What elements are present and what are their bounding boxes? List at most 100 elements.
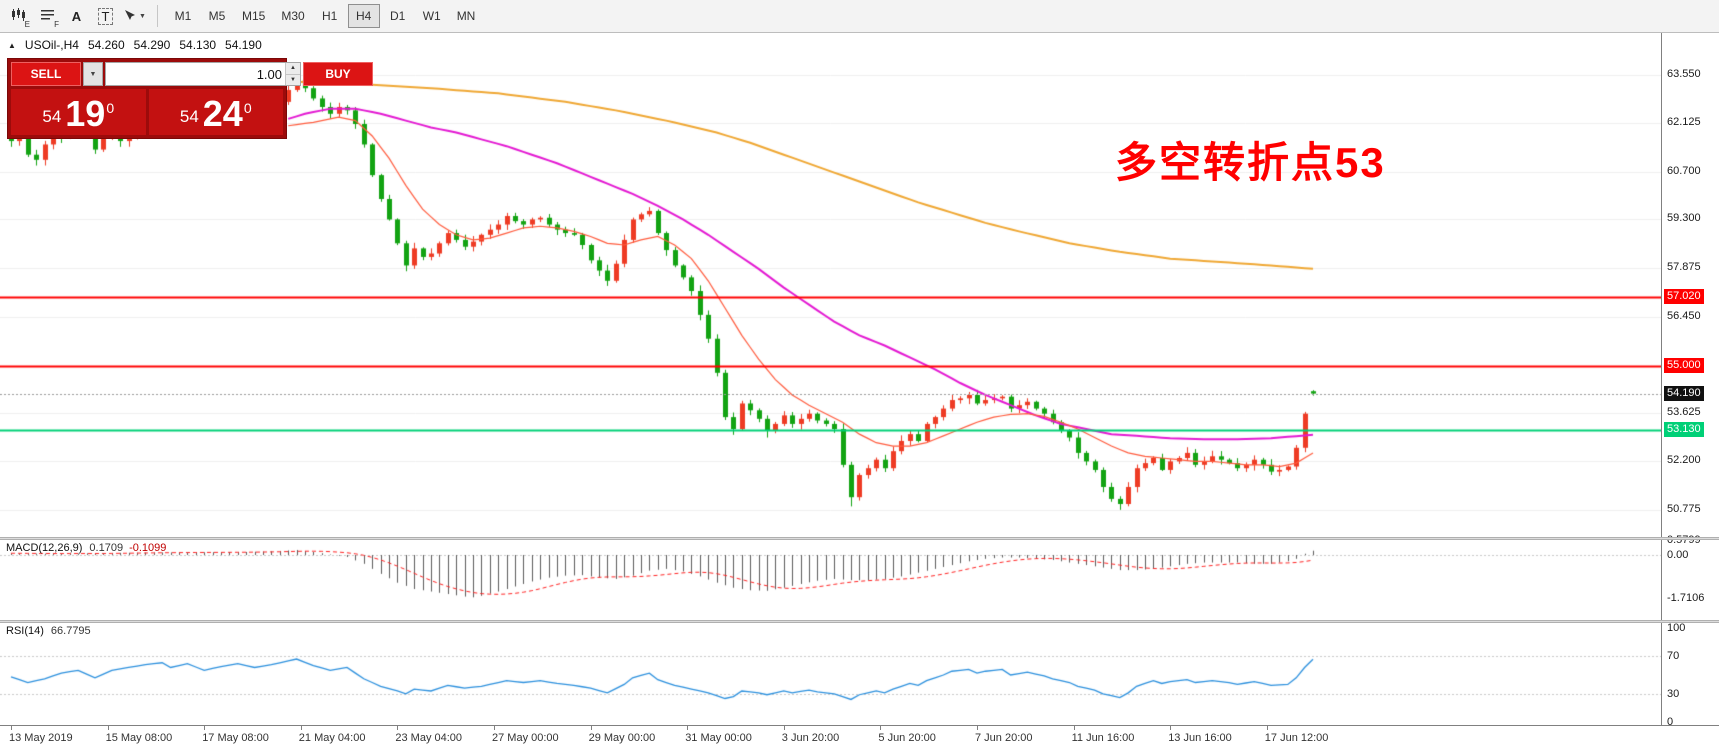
panel-splitter-macd[interactable]	[0, 537, 1719, 540]
indicator-list-button[interactable]: F	[34, 3, 61, 29]
chart-text-annotation[interactable]: 多空转折点53	[1115, 139, 1386, 186]
time-axis-label: 27 May 00:00	[492, 732, 559, 744]
volume-decrease-button[interactable]: ▼	[286, 73, 300, 85]
timeframe-button-m15[interactable]: M15	[235, 4, 272, 28]
time-axis-tick	[687, 726, 689, 730]
text-tool-button[interactable]: A	[63, 3, 90, 29]
time-axis-label: 13 May 2019	[9, 732, 73, 744]
time-axis-label: 17 Jun 12:00	[1264, 732, 1329, 744]
time-axis-label: 5 Jun 20:00	[878, 732, 936, 744]
toolbar-separator	[157, 5, 158, 27]
list-lines-icon	[40, 7, 55, 25]
time-axis-tick	[1073, 726, 1075, 730]
time-axis-tick	[107, 726, 109, 730]
price-axis-label: 54.190	[1664, 385, 1704, 401]
chart-area: ▲ USOil-,H4 54.260 54.290 54.130 54.190 …	[0, 33, 1719, 752]
cursor-style-button[interactable]: ▼	[121, 3, 148, 29]
chevron-down-icon: ▼	[139, 12, 146, 20]
panel-splitter-rsi[interactable]	[0, 620, 1719, 623]
cursor-arrow-icon	[123, 8, 137, 25]
timeframe-button-h1[interactable]: H1	[314, 4, 346, 28]
time-axis[interactable]: 13 May 2019 15 May 08:00 17 May 08:00 21 Ma…	[0, 725, 1719, 752]
volume-dropdown[interactable]: ▼	[83, 62, 103, 86]
time-axis-label: 7 Jun 20:00	[975, 732, 1033, 744]
timeframe-button-m5[interactable]: M5	[201, 4, 233, 28]
timeframe-button-m1[interactable]: M1	[167, 4, 199, 28]
time-axis-tick	[300, 726, 302, 730]
time-axis-label: 11 Jun 16:00	[1071, 732, 1135, 744]
ohlc-open: 54.260	[87, 38, 125, 52]
chart-template-button[interactable]: E	[5, 3, 32, 29]
time-axis-label: 31 May 00:00	[685, 732, 752, 744]
price-axis-label: 59.300	[1667, 212, 1701, 225]
macd-axis-label: 0.5799	[1667, 534, 1701, 547]
price-axis-label: 57.875	[1667, 261, 1701, 273]
price-axis-label: 53.625	[1667, 405, 1701, 418]
price-axis-label: 52.200	[1667, 454, 1701, 467]
time-axis-tick	[494, 726, 495, 730]
price-axis-label: 50.775	[1667, 502, 1701, 515]
chart-ohlc-header: ▲ USOil-,H4 54.260 54.290 54.130 54.190	[8, 38, 262, 52]
rsi-indicator-label: RSI(14) 66.7795	[6, 625, 91, 637]
timeframe-toolbar: M1 M5 M15 M30 H1 H4 D1 W1 MN	[167, 4, 482, 28]
timeframe-button-d1[interactable]: D1	[382, 4, 414, 28]
macd-axis-label: 0.00	[1667, 549, 1689, 561]
time-axis-tick	[397, 726, 399, 730]
buy-price-display[interactable]: 54 24 0	[148, 89, 283, 135]
price-axis-label: 63.550	[1667, 67, 1701, 80]
text-label-tool-button[interactable]: T	[92, 3, 119, 29]
ohlc-low: 54.130	[179, 38, 217, 52]
rsi-axis-label: 70	[1667, 650, 1680, 663]
rsi-axis-label: 0	[1667, 716, 1674, 728]
price-axis-label: 60.700	[1667, 164, 1701, 177]
time-axis-tick	[783, 726, 785, 730]
volume-field: ▲ ▼	[105, 62, 301, 86]
time-axis-label: 29 May 00:00	[588, 732, 656, 744]
toolbar: E F A T ▼ M1 M5 M15 M30 H1 H4 D1 W1 MN	[0, 0, 1719, 33]
price-axis-label: 62.125	[1667, 116, 1701, 129]
price-axis-label: 56.450	[1667, 309, 1701, 322]
price-axis-label: 53.130	[1664, 421, 1704, 437]
volume-input[interactable]	[106, 63, 285, 85]
volume-increase-button[interactable]: ▲	[286, 63, 300, 74]
price-axis-label: 55.000	[1664, 357, 1704, 373]
timeframe-button-w1[interactable]: W1	[416, 4, 448, 28]
price-axis[interactable]: 63.550 62.125 60.700 59.300 57.875 57.020 56.4…	[1661, 33, 1719, 752]
ohlc-high: 54.290	[133, 38, 171, 52]
chart-canvas[interactable]	[0, 33, 1719, 752]
template-e-label: E	[24, 20, 30, 29]
time-axis-tick	[590, 726, 592, 730]
one-click-panel-toggle-icon[interactable]: ▲	[8, 40, 16, 50]
time-axis-label: 15 May 08:00	[105, 732, 173, 744]
time-axis-tick	[977, 726, 978, 730]
time-axis-label: 17 May 08:00	[202, 732, 269, 744]
ohlc-close: 54.190	[225, 38, 262, 52]
macd-indicator-label: MACD(12,26,9) 0.1709 -0.1099	[6, 542, 167, 554]
text-a-icon: A	[71, 8, 82, 24]
timeframe-button-h4[interactable]: H4	[347, 4, 380, 28]
macd-axis-label: -1.7106	[1667, 592, 1705, 605]
time-axis-tick	[1266, 726, 1268, 730]
symbol-timeframe-label: USOil-,H4	[24, 38, 79, 52]
candlestick-chart-icon	[11, 7, 26, 25]
time-axis-tick	[11, 726, 12, 730]
time-axis-label: 13 Jun 16:00	[1168, 732, 1232, 744]
sell-button[interactable]: SELL	[11, 62, 81, 86]
timeframe-button-m30[interactable]: M30	[274, 4, 311, 28]
caret-down-icon: ▼	[89, 70, 97, 78]
rsi-axis-label: 100	[1667, 622, 1686, 634]
buy-button[interactable]: BUY	[303, 62, 373, 86]
time-axis-tick	[880, 726, 882, 730]
time-axis-label: 3 Jun 20:00	[781, 732, 840, 744]
time-axis-label: 23 May 04:00	[395, 732, 463, 744]
time-axis-label: 21 May 04:00	[298, 732, 366, 744]
template-f-label: F	[54, 20, 59, 29]
sell-price-display[interactable]: 54 19 0	[11, 89, 146, 135]
time-axis-tick	[1170, 726, 1172, 730]
time-axis-tick	[204, 726, 206, 730]
rsi-axis-label: 30	[1667, 687, 1680, 700]
text-t-icon: T	[97, 7, 114, 25]
timeframe-button-mn[interactable]: MN	[450, 4, 483, 28]
